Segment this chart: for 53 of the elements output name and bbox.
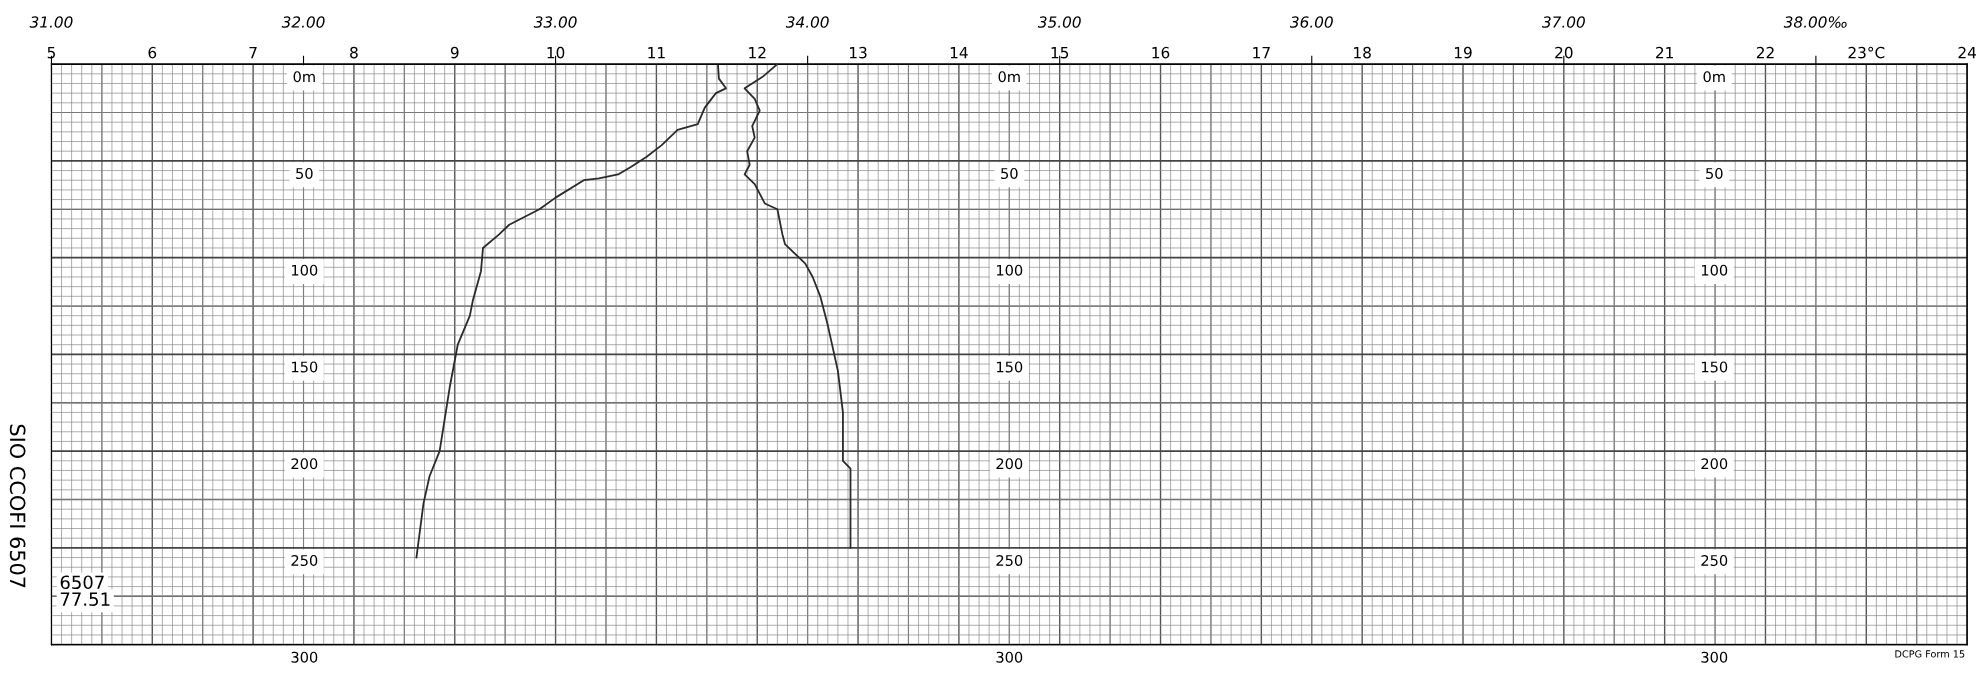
y2-tick-label: 50 bbox=[1001, 167, 1018, 179]
x-tick-label: 23°C bbox=[1848, 46, 1885, 59]
y3-tick-label: 150 bbox=[1701, 361, 1728, 373]
x-tick-label: 22 bbox=[1756, 46, 1774, 59]
x2-tick-label: 34.00 bbox=[785, 16, 829, 28]
text: DCPG Form 15 bbox=[1895, 650, 1965, 658]
x2-tick-label: 31.00 bbox=[29, 16, 73, 28]
y3-tick-label: 200 bbox=[1701, 458, 1728, 470]
x-tick-label: 18 bbox=[1354, 46, 1371, 59]
x2-tick-label: 33.00 bbox=[533, 16, 577, 28]
y-tick-label: 100 bbox=[292, 264, 318, 276]
y3-tick-label: 300 bbox=[1701, 651, 1728, 663]
x-tick-label: 15 bbox=[1051, 47, 1069, 59]
y2-tick-label: 250 bbox=[996, 554, 1023, 566]
x-tick-label: 9 bbox=[450, 46, 459, 59]
x-tick-label: 8 bbox=[350, 46, 358, 59]
x2-tick-label: 32.00 bbox=[281, 16, 325, 28]
y-tick-label: 250 bbox=[291, 554, 318, 566]
y3-tick-label: 250 bbox=[1701, 554, 1728, 566]
y3-tick-label: 0m bbox=[1703, 71, 1725, 83]
text: SIO CCOFI 6507 bbox=[9, 424, 26, 588]
y3-tick-label: 100 bbox=[1701, 264, 1728, 276]
y-tick-label: 300 bbox=[291, 651, 318, 663]
x-tick-label: 20 bbox=[1555, 46, 1573, 59]
x-tick-label: 5 bbox=[47, 47, 55, 59]
x-tick-label: 10 bbox=[547, 46, 565, 59]
y2-tick-label: 0m bbox=[998, 71, 1020, 83]
x-tick-label: 19 bbox=[1454, 46, 1472, 59]
y2-tick-label: 100 bbox=[996, 264, 1023, 276]
x-tick-label: 21 bbox=[1656, 46, 1673, 59]
y-tick-label: 50 bbox=[296, 167, 313, 179]
x2-tick-label: 37.00 bbox=[1541, 16, 1585, 28]
x2-tick-label: 38.00‰ bbox=[1783, 16, 1847, 28]
x-tick-label: 12 bbox=[749, 46, 766, 59]
y2-tick-label: 200 bbox=[996, 458, 1023, 470]
x-tick-label: 14 bbox=[950, 47, 968, 59]
x-tick-label: 13 bbox=[850, 46, 867, 59]
x-tick-label: 24 bbox=[1958, 46, 1976, 59]
x2-tick-label: 36.00 bbox=[1289, 16, 1333, 28]
annotation: 77.51 bbox=[60, 592, 110, 606]
x-tick-label: 7 bbox=[249, 47, 257, 59]
x-tick-label: 17 bbox=[1253, 47, 1270, 59]
x-tick-label: 6 bbox=[148, 46, 157, 59]
y2-tick-label: 150 bbox=[996, 361, 1023, 373]
y-tick-label: 150 bbox=[292, 361, 318, 373]
y3-tick-label: 50 bbox=[1706, 167, 1723, 179]
x-tick-label: 11 bbox=[648, 47, 665, 59]
y2-tick-label: 300 bbox=[996, 651, 1023, 663]
annotation: 6507 bbox=[60, 575, 104, 590]
y-tick-label: 200 bbox=[291, 458, 318, 470]
x-tick-label: 16 bbox=[1152, 46, 1170, 59]
y-tick-label: 0m bbox=[293, 71, 315, 83]
x2-tick-label: 35.00 bbox=[1037, 16, 1081, 28]
